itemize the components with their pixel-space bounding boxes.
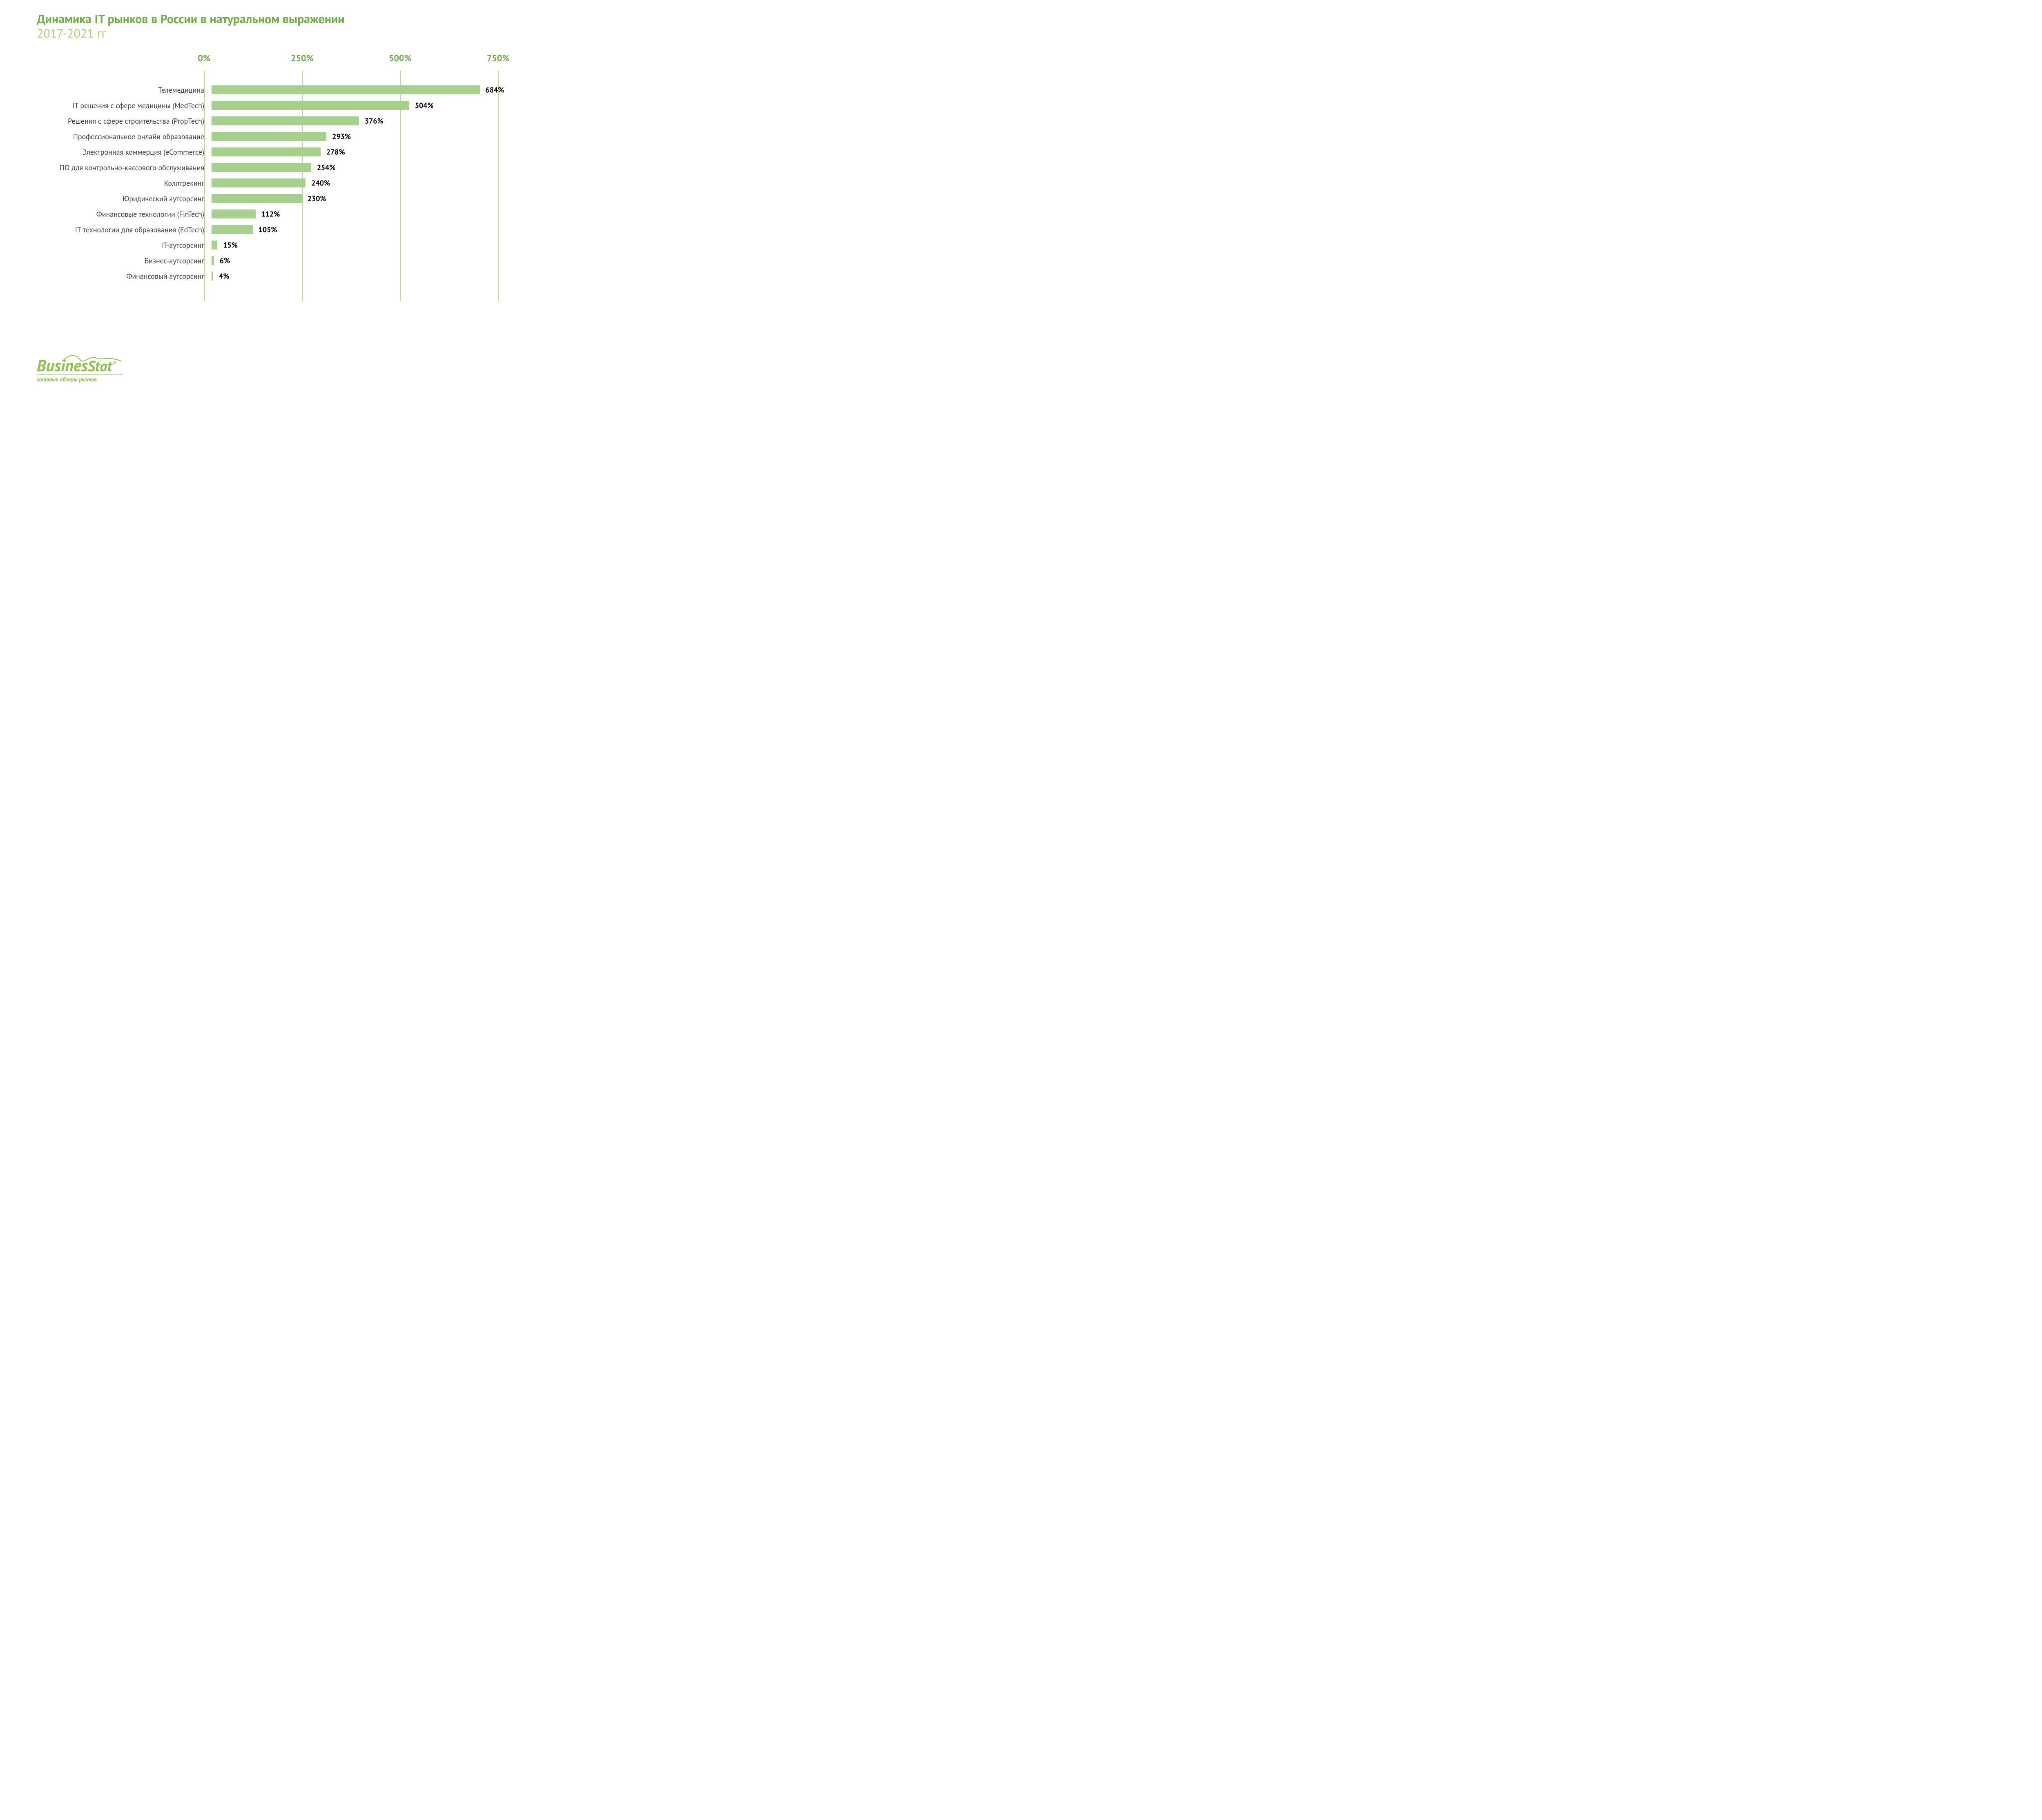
bar-row: Финансовый аутсорсинг 4% — [37, 268, 498, 284]
bar-cell: 112% — [212, 206, 498, 222]
category-label: Решения с сфере строительства (PropTech) — [37, 116, 212, 126]
value-label: 293% — [332, 132, 351, 141]
bar-row: IT-аутсорсинг 15% — [37, 237, 498, 253]
value-label: 105% — [259, 225, 277, 234]
bar-cell: 15% — [212, 237, 498, 253]
value-label: 376% — [365, 116, 383, 126]
bar-row: Бизнес-аутсорсинг 6% — [37, 253, 498, 268]
category-label: IT-аутсорсинг — [37, 241, 212, 250]
value-label: 278% — [326, 147, 345, 157]
bar-row: Профессиональное онлайн образование 293% — [37, 129, 498, 144]
x-axis-labels: 0%250%500%750% — [37, 53, 498, 67]
logo-registered-icon: ® — [112, 360, 116, 367]
category-label: Юридический аутсорсинг — [37, 194, 212, 203]
bar — [212, 163, 311, 172]
bar — [212, 209, 256, 218]
bar-row: IT технологии для образования (EdTech) 10… — [37, 222, 498, 237]
bar — [212, 194, 302, 203]
bar-cell: 684% — [212, 82, 498, 98]
bar-cell: 230% — [212, 191, 498, 206]
chart-area: 0%250%500%750% Телемедицина684%IT решени… — [37, 53, 498, 301]
bar-rows: Телемедицина684%IT решения с сфере медиц… — [37, 71, 498, 284]
chart-page: Динамика IT рынков в России в натурально… — [0, 0, 523, 394]
bar-cell: 504% — [212, 98, 498, 113]
bar-row: IT решения с сфере медицины (MedTech) 504… — [37, 98, 498, 113]
bar-row: Решения с сфере строительства (PropTech)… — [37, 113, 498, 129]
bar — [212, 256, 214, 265]
bar-row: Юридический аутсорсинг 230% — [37, 191, 498, 206]
category-label: Электронная коммерция (eCommerce) — [37, 147, 212, 157]
category-label: Бизнес-аутсорсинг — [37, 256, 212, 265]
gridline — [498, 71, 499, 301]
category-label: Профессиональное онлайн образование — [37, 132, 212, 141]
bar — [212, 132, 326, 141]
bar-cell: 254% — [212, 160, 498, 175]
value-label: 15% — [223, 241, 238, 250]
category-label: IT решения с сфере медицины (MedTech) — [37, 101, 212, 110]
x-axis-tick-label: 750% — [487, 53, 510, 64]
bar — [212, 85, 480, 94]
value-label: 684% — [486, 85, 504, 95]
logo-text-a: Busines — [37, 355, 88, 376]
category-label: ПО для контрольно-кассового обслуживания — [37, 163, 212, 172]
bar-row: Телемедицина684% — [37, 82, 498, 98]
logo-tagline: готовые обзоры рынков — [37, 374, 123, 383]
brand-logo: BusinesStat® готовые обзоры рынков — [37, 352, 123, 383]
category-label: Финансовые технологии (FinTech) — [37, 209, 212, 219]
value-label: 112% — [261, 209, 280, 219]
value-label: 230% — [308, 194, 326, 203]
chart-header: Динамика IT рынков в России в натурально… — [37, 12, 498, 40]
bar — [212, 147, 321, 156]
bar-cell: 105% — [212, 222, 498, 237]
bar-row: Электронная коммерция (eCommerce) 278% — [37, 144, 498, 160]
x-axis-tick-label: 500% — [389, 53, 412, 64]
bar — [212, 241, 217, 249]
bar-cell: 293% — [212, 129, 498, 144]
bar-cell: 6% — [212, 253, 498, 268]
category-label: IT технологии для образования (EdTech) — [37, 225, 212, 234]
bar-row: Финансовые технологии (FinTech) 112% — [37, 206, 498, 222]
plot-area: Телемедицина684%IT решения с сфере медиц… — [37, 71, 498, 301]
category-label: Телемедицина — [37, 85, 212, 95]
x-axis-tick-label: 0% — [198, 53, 211, 64]
bar-cell: 376% — [212, 113, 498, 129]
bar-cell: 278% — [212, 144, 498, 160]
bar — [212, 225, 253, 234]
bar-cell: 4% — [212, 268, 498, 284]
logo-text-b: Stat — [88, 356, 112, 375]
bar — [212, 116, 359, 125]
value-label: 254% — [317, 163, 336, 172]
bar — [212, 101, 409, 110]
bar — [212, 178, 305, 187]
bar-row: ПО для контрольно-кассового обслуживания… — [37, 160, 498, 175]
value-label: 6% — [220, 256, 230, 265]
bar — [212, 272, 213, 281]
bar-cell: 240% — [212, 175, 498, 191]
chart-subtitle: 2017-2021 гг — [37, 27, 498, 41]
value-label: 240% — [311, 178, 330, 188]
bar-row: Коллтрекинг 240% — [37, 175, 498, 191]
value-label: 4% — [219, 272, 229, 281]
category-label: Коллтрекинг — [37, 178, 212, 188]
x-axis-tick-label: 250% — [291, 53, 314, 64]
logo-wordmark: BusinesStat® — [37, 358, 123, 373]
chart-title: Динамика IT рынков в России в натурально… — [37, 12, 498, 27]
category-label: Финансовый аутсорсинг — [37, 272, 212, 281]
value-label: 504% — [415, 101, 434, 110]
